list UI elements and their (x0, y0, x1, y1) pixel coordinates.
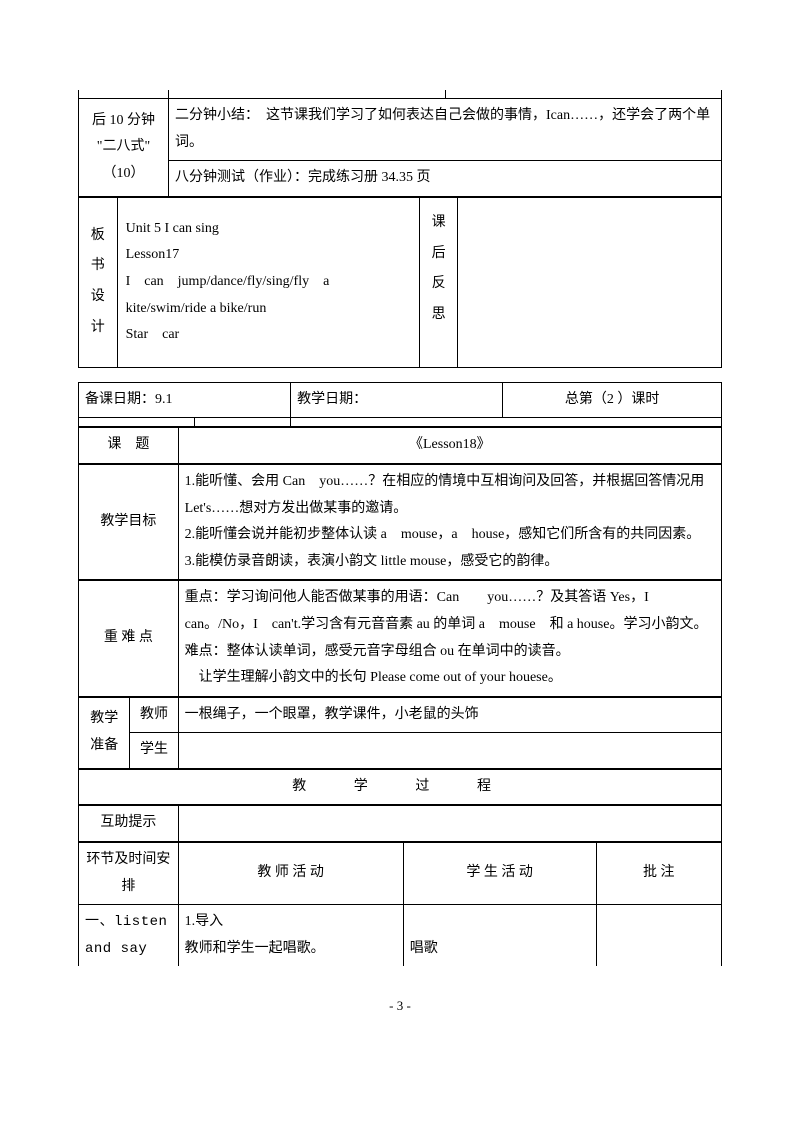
empty-cell (194, 418, 290, 427)
prep-table: 教学 准备 教师 一根绳子，一个眼罩，教学课件，小老鼠的头饰 学生 (78, 697, 722, 769)
col-note-label: 批 注 (596, 843, 721, 905)
teacher-label: 教师 (130, 697, 178, 733)
empty-cell (169, 90, 445, 99)
teach-date: 教学日期： (291, 382, 503, 418)
two-min-summary: 二分钟小结： 这节课我们学习了如何表达自己会做的事情，Ican……，还学会了两个… (169, 99, 722, 161)
empty-cell (291, 418, 722, 427)
hint-label: 互助提示 (79, 806, 179, 842)
prep-label: 教学 准备 (79, 697, 130, 768)
col-time-label: 环节及时间安排 (79, 843, 179, 905)
top-section-table: 后 10 分钟 "二八式" （10） 二分钟小结： 这节课我们学习了如何表达自己… (78, 90, 722, 197)
board-reflection-table: 板 书 设 计 Unit 5 I can sing Lesson17 I can… (78, 197, 722, 368)
topic-label: 课 题 (79, 428, 179, 464)
student-label: 学生 (130, 733, 178, 769)
board-design-label: 板 书 设 计 (79, 197, 118, 367)
empty-cell (445, 90, 722, 99)
last-10-min-label: 后 10 分钟 "二八式" （10） (79, 99, 169, 197)
process-header: 教 学 过 程 (79, 769, 722, 805)
activity-table: 环节及时间安排 教 师 活 动 学 生 活 动 批 注 一、listen and… (78, 842, 722, 966)
col-teacher-label: 教 师 活 动 (178, 843, 403, 905)
table-row-teacher: 1.导入 教师和学生一起唱歌。 (178, 905, 403, 967)
process-header-table: 教 学 过 程 (78, 769, 722, 806)
hint-value (178, 806, 721, 842)
reflection-label: 课 后 反 思 (419, 197, 458, 367)
goal-table: 教学目标 1.能听懂、会用 Can you……？在相应的情境中互相询问及回答，并… (78, 464, 722, 580)
table-row-note (596, 905, 721, 967)
student-value (178, 733, 721, 769)
table-row-time: 一、listen and say (79, 905, 179, 967)
eight-min-test: 八分钟测试（作业）：完成练习册 34.35 页 (169, 161, 722, 197)
hint-table: 互助提示 (78, 805, 722, 842)
goal-label: 教学目标 (79, 464, 179, 579)
kd-text: 重点：学习询问他人能否做某事的用语：Can you……？及其答语 Yes，I c… (178, 581, 721, 696)
reflection-content (458, 197, 722, 367)
topic-table: 课 题 《Lesson18》 (78, 427, 722, 464)
board-content: Unit 5 I can sing Lesson17 I can jump/da… (117, 197, 419, 367)
empty-cell (79, 418, 195, 427)
kd-label: 重 难 点 (79, 581, 179, 696)
goal-text: 1.能听懂、会用 Can you……？在相应的情境中互相询问及回答，并根据回答情… (178, 464, 721, 579)
keydiff-table: 重 难 点 重点：学习询问他人能否做某事的用语：Can you……？及其答语 Y… (78, 580, 722, 696)
empty-cell (79, 90, 169, 99)
col-student-label: 学 生 活 动 (403, 843, 596, 905)
teacher-value: 一根绳子，一个眼罩，教学课件，小老鼠的头饰 (178, 697, 721, 733)
prep-date: 备课日期：9.1 (79, 382, 291, 418)
page-number: - 3 - (78, 994, 722, 1019)
topic-value: 《Lesson18》 (178, 428, 721, 464)
period: 总第（2 ）课时 (503, 382, 722, 418)
table-row-student: 唱歌 (403, 905, 596, 967)
meta-table: 备课日期：9.1 教学日期： 总第（2 ）课时 (78, 382, 722, 428)
